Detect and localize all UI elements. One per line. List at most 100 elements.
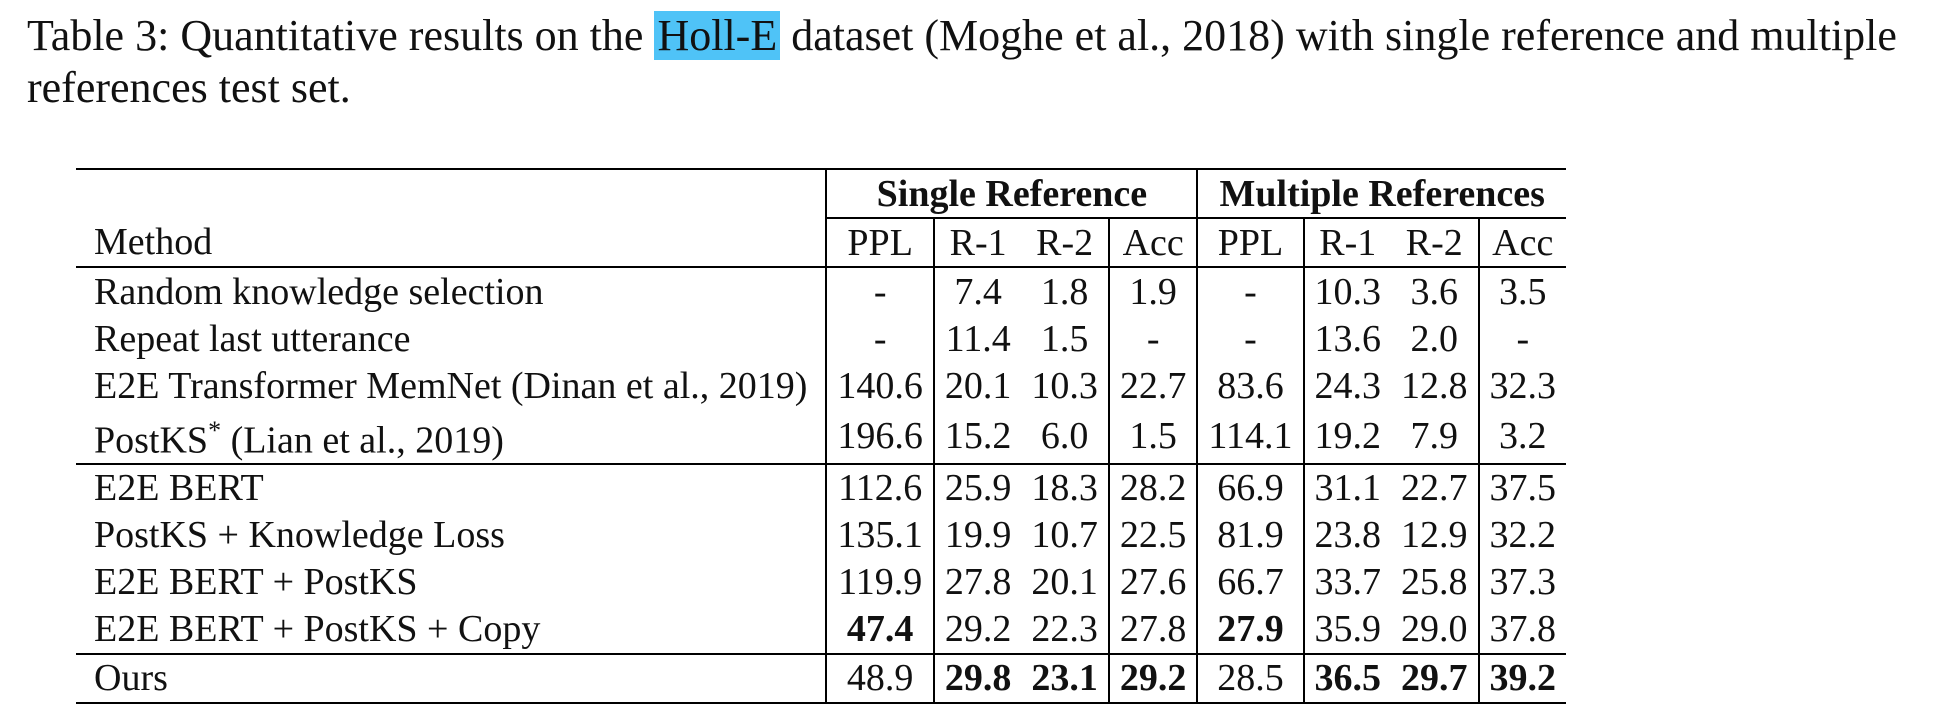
value-cell: 27.8 bbox=[932, 558, 1022, 606]
method-name: E2E BERT + PostKS bbox=[94, 561, 418, 604]
value-cell: 31.1 bbox=[1302, 463, 1392, 512]
method-cell: E2E Transformer MemNet (Dinan et al., 20… bbox=[76, 362, 826, 409]
value-cell: 32.2 bbox=[1477, 511, 1567, 559]
col-header: R-2 bbox=[1021, 218, 1109, 268]
value-cell: - bbox=[1196, 267, 1304, 315]
method-cell: PostKS + Knowledge Loss bbox=[76, 512, 826, 559]
value-cell: 37.5 bbox=[1477, 463, 1567, 512]
col-header: R-1 bbox=[932, 218, 1022, 268]
table-row: Ours 48.9 29.8 23.1 29.2 28.5 36.5 29.7 39.2 bbox=[76, 653, 1567, 703]
value-cell: 196.6 bbox=[825, 409, 934, 465]
method-name: E2E BERT bbox=[94, 467, 264, 510]
value-cell: 20.1 bbox=[932, 362, 1022, 409]
value-cell: 23.8 bbox=[1302, 511, 1392, 559]
value-cell: 22.7 bbox=[1401, 467, 1468, 510]
method-name: Ours bbox=[94, 657, 168, 700]
method-name: E2E Transformer MemNet (Dinan et al., 20… bbox=[94, 364, 808, 407]
method-cell: E2E BERT + PostKS bbox=[76, 559, 826, 606]
value-cell: 29.2 bbox=[1107, 653, 1198, 703]
value-cell: 29.0 bbox=[1391, 605, 1479, 655]
value-cell: 29.8 bbox=[932, 653, 1022, 703]
value-cell: 23.1 bbox=[1031, 657, 1098, 700]
group-header-single: Single Reference bbox=[825, 169, 1198, 219]
value-cell: 7.4 bbox=[932, 267, 1022, 315]
value-cell: 1.5 bbox=[1040, 317, 1089, 360]
table-row: Random knowledge selection -7.4 1.8 1.9-10.… bbox=[76, 267, 1567, 315]
value-cell: 19.2 bbox=[1302, 409, 1392, 465]
value-cell: 25.8 bbox=[1401, 561, 1468, 604]
value-cell: - bbox=[1196, 315, 1304, 362]
value-cell: 19.9 bbox=[932, 511, 1022, 559]
table-row: E2E BERT 112.6 25.9 18.3 28.2 66.9 31.1 22.7 37.… bbox=[76, 463, 1567, 512]
value-cell: 7.9 bbox=[1391, 409, 1479, 465]
value-cell: 37.3 bbox=[1477, 558, 1567, 606]
group-header-row: Single Reference Multiple References bbox=[76, 169, 1567, 219]
value-cell: 10.3 bbox=[1302, 267, 1392, 315]
table-caption: Table 3: Quantitative results on the Hol… bbox=[27, 10, 1927, 114]
method-name: E2E BERT + PostKS + Copy bbox=[94, 608, 541, 651]
value-cell: 66.7 bbox=[1196, 558, 1304, 606]
col-header: PPL bbox=[825, 218, 934, 268]
method-cell: E2E BERT + PostKS + Copy bbox=[76, 605, 827, 655]
column-header-row: Method PPL R-1 R-2 Acc PPL R-1 R-2 Acc bbox=[76, 218, 1567, 268]
table-row: PostKS* (Lian et al., 2019) 196.6 15.2 6.0 1… bbox=[76, 409, 1567, 465]
method-name: Repeat last utterance bbox=[94, 317, 411, 360]
value-cell: 15.2 bbox=[932, 409, 1022, 465]
table-row: E2E Transformer MemNet (Dinan et al., 20… bbox=[76, 362, 1567, 409]
value-cell: 29.2 bbox=[932, 605, 1022, 655]
table-row: E2E BERT + PostKS + Copy 47.4 29.2 22.3 27.8… bbox=[76, 605, 1567, 655]
value-cell: 37.8 bbox=[1477, 605, 1567, 655]
value-cell: 10.7 bbox=[1031, 514, 1098, 557]
value-cell: 3.2 bbox=[1477, 409, 1567, 465]
value-cell: 12.8 bbox=[1401, 364, 1468, 407]
method-header: Method bbox=[76, 218, 827, 268]
results-table: Single Reference Multiple References Met… bbox=[76, 168, 1567, 704]
method-name: PostKS bbox=[94, 419, 209, 462]
col-header: PPL bbox=[1196, 218, 1304, 268]
value-cell: 1.5 bbox=[1107, 409, 1198, 465]
value-cell: 27.6 bbox=[1107, 558, 1198, 606]
value-cell: 3.5 bbox=[1477, 267, 1567, 315]
method-cell: E2E BERT bbox=[76, 464, 826, 512]
value-cell: 39.2 bbox=[1477, 653, 1567, 703]
value-cell: 25.9 bbox=[932, 463, 1022, 512]
value-cell: 119.9 bbox=[825, 558, 934, 606]
value-cell: 28.2 bbox=[1107, 463, 1198, 512]
col-header: R-1 bbox=[1302, 218, 1392, 268]
value-cell: 1.8 bbox=[1040, 270, 1089, 313]
value-cell: 48.9 bbox=[825, 653, 934, 703]
group-header-multiple: Multiple References bbox=[1196, 169, 1567, 219]
value-cell: 66.9 bbox=[1196, 463, 1304, 512]
value-cell: 140.6 bbox=[825, 362, 934, 409]
value-cell: 11.4 bbox=[932, 315, 1022, 362]
table-body: Random knowledge selection -7.4 1.8 1.9-10.… bbox=[76, 267, 1567, 703]
col-header: Acc bbox=[1107, 218, 1198, 268]
caption-prefix: Table 3: Quantitative results on the bbox=[27, 11, 644, 60]
method-header-spacer bbox=[76, 169, 826, 218]
value-cell: 18.3 bbox=[1031, 467, 1098, 510]
value-cell: 3.6 bbox=[1410, 270, 1459, 313]
method-cell: Random knowledge selection bbox=[76, 267, 826, 315]
value-cell: 22.7 bbox=[1107, 362, 1198, 409]
value-cell: 24.3 bbox=[1302, 362, 1392, 409]
value-cell: 22.3 bbox=[1021, 605, 1109, 655]
table-row: Repeat last utterance -11.4 1.5- -13.6 2.0- bbox=[76, 315, 1567, 362]
value-cell: 81.9 bbox=[1196, 511, 1304, 559]
value-cell: 10.3 bbox=[1031, 364, 1098, 407]
value-cell: - bbox=[1477, 315, 1567, 362]
value-cell: 22.5 bbox=[1107, 511, 1198, 559]
value-cell: - bbox=[825, 315, 934, 362]
col-header: R-2 bbox=[1391, 218, 1479, 268]
method-name: PostKS + Knowledge Loss bbox=[94, 514, 505, 557]
value-cell: 1.9 bbox=[1107, 267, 1198, 315]
caption-highlight: Holl-E bbox=[654, 11, 781, 60]
value-cell: - bbox=[1107, 315, 1198, 362]
value-cell: 6.0 bbox=[1021, 409, 1109, 465]
method-cell: Repeat last utterance bbox=[76, 315, 826, 362]
table-row: PostKS + Knowledge Loss 135.1 19.9 10.7 22.5… bbox=[76, 511, 1567, 559]
value-cell: 29.7 bbox=[1401, 657, 1468, 700]
value-cell: 27.9 bbox=[1196, 605, 1304, 655]
value-cell: 28.5 bbox=[1196, 653, 1304, 703]
method-superscript: * bbox=[208, 416, 222, 445]
method-cell: PostKS* (Lian et al., 2019) bbox=[76, 409, 827, 465]
